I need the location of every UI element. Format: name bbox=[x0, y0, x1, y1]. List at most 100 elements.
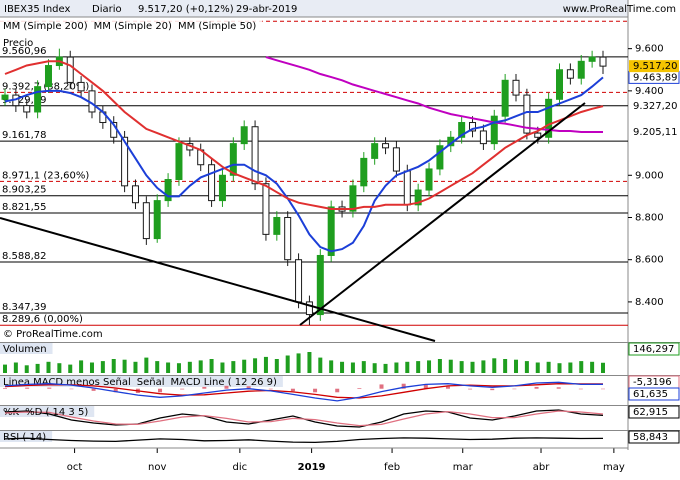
y-tick-label: 8.800 bbox=[635, 212, 664, 223]
panel-title-bg bbox=[0, 431, 53, 442]
panel-bar bbox=[231, 361, 236, 373]
candle-body bbox=[588, 56, 596, 62]
legend-entry: MM (Simple 20) bbox=[94, 21, 172, 32]
panel-bar bbox=[514, 359, 519, 373]
candle-body bbox=[164, 179, 172, 202]
panel-bar bbox=[79, 360, 84, 373]
panel-bar bbox=[579, 361, 584, 373]
x-tick-label: 2019 bbox=[298, 462, 326, 473]
panel-title: Volumen bbox=[3, 344, 47, 355]
candle-body bbox=[229, 143, 237, 176]
indicator-line bbox=[4, 410, 604, 427]
candle-body bbox=[121, 136, 129, 187]
panel-bar bbox=[568, 362, 573, 373]
candle-body bbox=[349, 185, 357, 212]
panel-bar bbox=[470, 361, 475, 373]
period: Diario bbox=[92, 4, 122, 15]
level-label: 9.161,78 bbox=[2, 130, 47, 141]
candle-body bbox=[469, 122, 477, 132]
panel-title-bg bbox=[0, 343, 53, 354]
panel-bar bbox=[268, 388, 273, 390]
candle-body bbox=[23, 105, 31, 113]
panel-bar bbox=[91, 388, 96, 391]
panel-value: -5,3196 bbox=[633, 377, 672, 388]
panel-bar bbox=[340, 361, 345, 373]
panel-bar bbox=[133, 361, 138, 373]
panel-bar bbox=[590, 361, 595, 373]
panel-bar bbox=[481, 360, 486, 373]
candle-body bbox=[284, 216, 292, 261]
panel-bar bbox=[202, 386, 207, 389]
panel-bar bbox=[69, 388, 74, 390]
panel-bar bbox=[416, 361, 421, 373]
candle-body bbox=[66, 56, 74, 83]
panel-bar bbox=[68, 364, 73, 373]
panel-bar bbox=[274, 359, 279, 373]
panel-bar bbox=[144, 357, 149, 373]
candle-body bbox=[327, 206, 335, 256]
panel-bar bbox=[176, 363, 181, 373]
panel-bar bbox=[122, 359, 127, 373]
panel-value: 62,915 bbox=[633, 407, 668, 418]
panel-title-bg bbox=[0, 406, 95, 417]
panel-bar bbox=[46, 361, 51, 373]
candle-body bbox=[295, 259, 303, 303]
panel-value-box bbox=[628, 387, 680, 401]
candle-body bbox=[414, 189, 422, 206]
candle-body bbox=[566, 69, 574, 79]
panel-bar bbox=[318, 357, 323, 373]
trendline bbox=[0, 217, 436, 342]
candle-body bbox=[153, 200, 161, 240]
panel-bar bbox=[350, 362, 355, 373]
panel-legend: MACD Line ( 12 26 9) bbox=[171, 377, 277, 388]
candle-body bbox=[458, 122, 466, 138]
last-value-box bbox=[629, 100, 679, 113]
candle-body bbox=[479, 130, 487, 145]
candle-body bbox=[512, 79, 520, 96]
panel-bar bbox=[25, 387, 30, 389]
panel-bar bbox=[13, 362, 18, 373]
candle-body bbox=[599, 56, 607, 67]
candle-body bbox=[490, 115, 498, 145]
panel-bar bbox=[313, 388, 318, 393]
candle-body bbox=[534, 132, 542, 138]
panel-bar bbox=[111, 359, 116, 373]
candle-body bbox=[371, 143, 379, 159]
panel-bar bbox=[468, 388, 473, 390]
candle-body bbox=[208, 164, 216, 202]
panel-value: 58,843 bbox=[633, 432, 668, 443]
panel-bar bbox=[357, 388, 362, 389]
panel-bar bbox=[198, 360, 203, 373]
panel-bar bbox=[3, 388, 7, 389]
panel-bar bbox=[47, 387, 52, 389]
panel-bar bbox=[437, 359, 442, 373]
panel-bar bbox=[209, 359, 214, 373]
last-price: 9.517,20 (+0,12%) bbox=[138, 4, 234, 15]
panel-bar bbox=[263, 356, 268, 373]
panel-bar bbox=[158, 388, 163, 393]
candle-body bbox=[175, 143, 183, 181]
candle-body bbox=[382, 143, 390, 149]
panel-bar bbox=[490, 388, 495, 391]
legend-entry: MM (Simple 200) bbox=[3, 21, 88, 32]
candle-body bbox=[436, 145, 444, 170]
candle-body bbox=[77, 81, 85, 92]
candle-body bbox=[251, 126, 259, 185]
last-value: 9.205,11 bbox=[633, 127, 678, 138]
y-tick-label: 9.400 bbox=[635, 86, 664, 97]
site: www.ProRealTime.com bbox=[563, 4, 676, 15]
panel-bar bbox=[535, 362, 540, 373]
panel-bar bbox=[329, 360, 334, 373]
legend-bg bbox=[0, 18, 263, 32]
panel-legend: Señal bbox=[137, 377, 165, 388]
candle-body bbox=[240, 126, 248, 145]
panel-bar bbox=[379, 384, 384, 389]
level-label: 8.903,25 bbox=[2, 185, 47, 196]
panel-legend: %D ( 14 3 5) bbox=[25, 407, 88, 418]
panel-bar bbox=[557, 363, 562, 373]
panel-value-box bbox=[628, 405, 680, 419]
date: 29-abr-2019 bbox=[236, 4, 297, 15]
indicator-line bbox=[4, 381, 604, 402]
x-tick-label: feb bbox=[384, 462, 400, 473]
panel-value-box bbox=[628, 342, 680, 356]
